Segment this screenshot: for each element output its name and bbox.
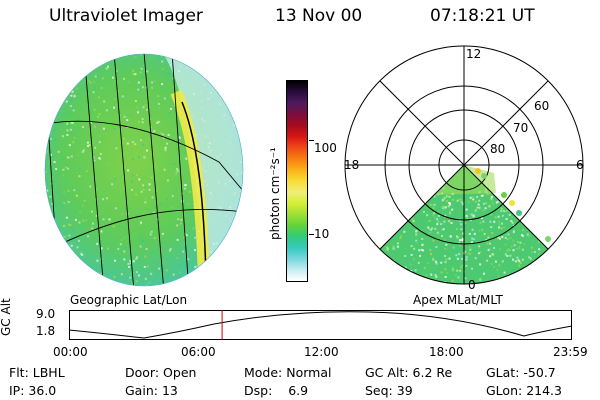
altitude-curve: [68, 311, 573, 339]
info-mode: Mode: Normal: [244, 365, 332, 380]
info-flt: Flt: LBHL: [9, 365, 65, 380]
info-gain: Gain: 13: [125, 383, 178, 398]
coastline: [181, 101, 207, 278]
image-time: 07:18:21 UT: [430, 6, 535, 26]
info-door: Door: Open: [125, 365, 197, 380]
mlt-label-18: 18: [344, 158, 360, 172]
mlt-label-6: 6: [576, 158, 584, 172]
time-tick-0000: 00:00: [53, 345, 88, 359]
altitude-ylabel: GC Alt: [0, 298, 13, 336]
altitude-plot-frame: [69, 310, 572, 340]
mlat-label-70: 70: [513, 121, 529, 135]
mlat-label-80: 80: [490, 142, 506, 156]
altitude-ytick-9: 9.0: [36, 307, 56, 321]
colorbar-tick-100-label: 100: [314, 141, 337, 155]
auroral-band: [170, 89, 210, 283]
polar-panel-caption: Apex MLat/MLT: [413, 293, 503, 307]
colorbar-tick-10-label: 10: [314, 227, 330, 241]
time-tick-0600: 06:00: [181, 345, 216, 359]
altitude-ytick-1-8: 1.8: [36, 324, 56, 338]
polar-plot-panel: [344, 45, 584, 285]
polar-grid: [344, 45, 584, 285]
dayside-glare: [162, 54, 243, 286]
earth-panel-caption: Geographic Lat/Lon: [70, 293, 188, 307]
altitude-plot: [68, 310, 573, 340]
image-date: 13 Nov 00: [275, 6, 363, 26]
mlt-label-12: 12: [466, 47, 482, 61]
mlt-label-0: 0: [468, 278, 476, 292]
earth-image-panel: [44, 53, 244, 287]
colorbar-unit-label: photon cm⁻²s⁻¹: [268, 147, 282, 240]
colorbar: [286, 80, 308, 282]
time-tick-2359: 23:59: [553, 345, 588, 359]
info-seq: Seq: 39: [365, 383, 413, 398]
info-glat: GLat: -50.7: [486, 365, 556, 380]
mlat-label-60: 60: [534, 99, 550, 113]
polar-hotspots: [475, 168, 551, 242]
time-tick-1800: 18:00: [429, 345, 464, 359]
info-gc-alt: GC Alt: 6.2 Re: [365, 365, 453, 380]
time-tick-1200: 12:00: [304, 345, 339, 359]
colorbar-tick-100: [309, 140, 314, 141]
info-glon: GLon: 214.3: [486, 383, 562, 398]
colorbar-tick-10: [309, 234, 314, 235]
info-ip: IP: 36.0: [9, 383, 57, 398]
instrument-title: Ultraviolet Imager: [49, 6, 203, 26]
info-dsp: Dsp: 6.9: [244, 383, 309, 398]
